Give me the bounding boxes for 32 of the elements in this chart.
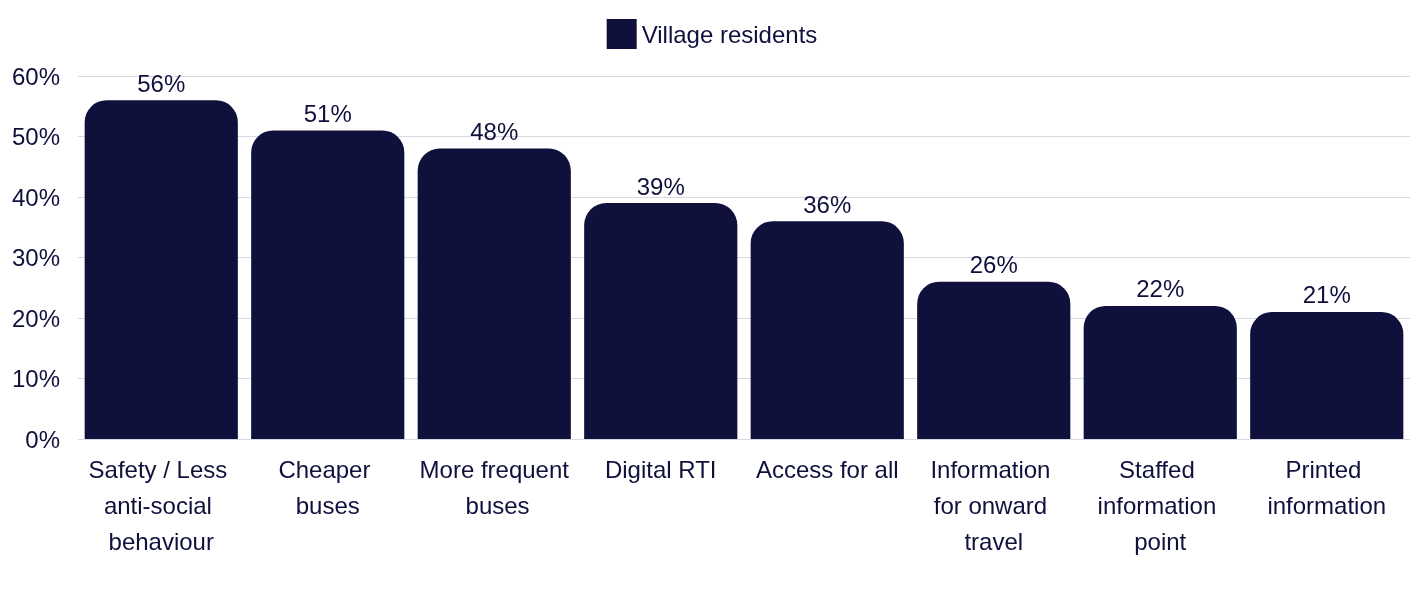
legend-label: Village residents [641,20,818,48]
bar [750,221,904,439]
data-label: 39% [636,172,685,200]
data-label: 51% [303,99,352,127]
data-label: 22% [1136,275,1185,303]
x-tick-label: Digital RTI [604,455,717,483]
y-tick-label: 30% [11,244,60,271]
x-tick-label: Safety / Less anti-social behaviour [88,455,234,555]
y-tick-label: 40% [11,183,60,211]
x-tick-label: Access for all [755,455,899,483]
bar [251,130,405,439]
bar [417,148,571,439]
bar [584,203,738,439]
bar [1250,311,1404,439]
data-label: 56% [137,69,186,97]
data-label: 36% [803,190,852,218]
x-tick-label: Cheaper buses [278,455,378,519]
y-tick-label: 0% [25,425,60,453]
y-tick-label: 20% [11,304,60,332]
y-tick-label: 10% [11,365,60,392]
data-label: 48% [470,118,519,146]
data-label: 26% [969,251,1018,279]
data-label: 21% [1302,281,1351,309]
x-tick-label: Staffed information point [1097,455,1223,555]
bar [1083,305,1237,439]
x-tick-label: More frequent buses [419,455,570,519]
y-tick-label: 50% [11,123,60,150]
bar [917,281,1071,439]
bar [84,100,238,439]
x-tick-label: Printed information [1267,455,1387,519]
y-tick-label: 60% [11,62,60,90]
x-tick-label: Information for onward travel [930,455,1058,555]
